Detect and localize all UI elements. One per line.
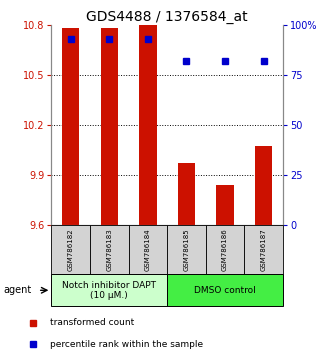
FancyBboxPatch shape [244, 225, 283, 274]
FancyBboxPatch shape [167, 274, 283, 306]
FancyBboxPatch shape [90, 225, 128, 274]
Bar [255, 147, 272, 225]
Text: GSM786184: GSM786184 [145, 228, 151, 271]
FancyBboxPatch shape [167, 225, 206, 274]
Text: GSM786182: GSM786182 [68, 228, 73, 271]
Text: Notch inhibitor DAPT
(10 μM.): Notch inhibitor DAPT (10 μM.) [62, 281, 156, 300]
Text: GSM786183: GSM786183 [106, 228, 112, 271]
Title: GDS4488 / 1376584_at: GDS4488 / 1376584_at [86, 10, 248, 24]
Text: GSM786185: GSM786185 [183, 228, 189, 271]
Bar [101, 28, 118, 225]
Bar [178, 163, 195, 225]
Bar [62, 28, 79, 225]
Text: agent: agent [3, 285, 31, 295]
Text: transformed count: transformed count [50, 318, 135, 327]
FancyBboxPatch shape [128, 225, 167, 274]
Text: percentile rank within the sample: percentile rank within the sample [50, 339, 204, 349]
Bar [139, 25, 157, 225]
FancyBboxPatch shape [51, 225, 90, 274]
Bar [216, 185, 234, 225]
Text: GSM786187: GSM786187 [261, 228, 267, 271]
FancyBboxPatch shape [206, 225, 244, 274]
FancyBboxPatch shape [51, 274, 167, 306]
Text: DMSO control: DMSO control [194, 286, 256, 295]
Text: GSM786186: GSM786186 [222, 228, 228, 271]
